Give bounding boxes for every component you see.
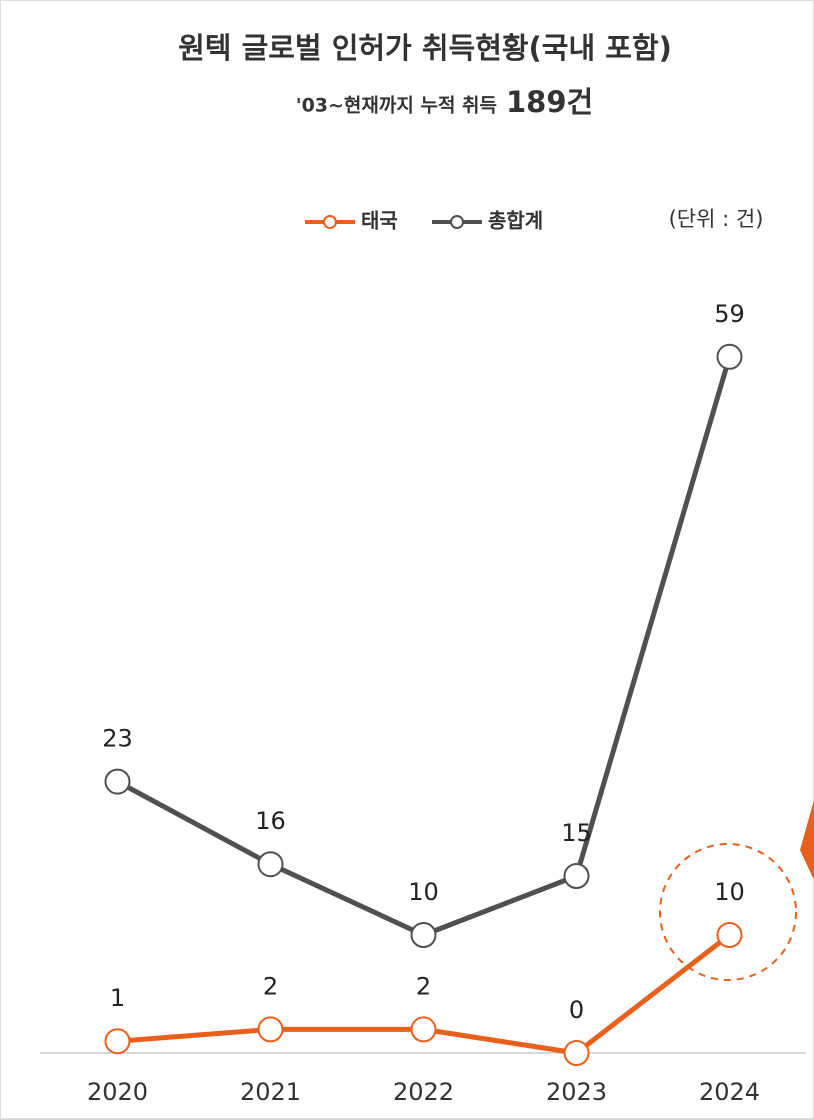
data-label: 0: [569, 996, 584, 1024]
x-tick-label: 2022: [393, 1078, 454, 1106]
legend-label: 태국: [361, 209, 398, 233]
point-marker: [563, 1040, 590, 1066]
x-tick-label: 2023: [546, 1078, 607, 1106]
x-tick-label: 2021: [240, 1078, 301, 1106]
data-label: 16: [255, 807, 286, 835]
data-label: 1: [110, 984, 125, 1012]
legend-marker: [450, 215, 464, 229]
x-tick-label: 2024: [699, 1078, 760, 1106]
series-line: [116, 356, 732, 938]
callout-arrow: [800, 800, 814, 880]
x-tick-label: 2020: [87, 1078, 148, 1106]
data-label: 2: [263, 972, 278, 1000]
highlight-circle: [659, 843, 797, 981]
data-label: 2: [416, 972, 431, 1000]
chart-title: 원텍 글로벌 인허가 취득현황(국내 포함): [178, 31, 672, 65]
point-marker: [410, 1016, 437, 1043]
unit-label: (단위 : 건): [669, 207, 764, 231]
subtitle-highlight: 189건: [506, 85, 593, 119]
chart-subtitle: '03~현재까지 누적 취득: [296, 95, 497, 117]
point-marker: [716, 343, 743, 370]
data-label: 10: [714, 878, 745, 906]
legend-label: 총합계: [488, 209, 543, 233]
legend-marker: [323, 215, 337, 229]
point-marker: [257, 1016, 284, 1043]
point-marker: [563, 863, 590, 889]
point-marker: [257, 851, 284, 878]
point-marker: [716, 922, 743, 948]
data-label: 15: [561, 819, 592, 847]
data-label: 59: [714, 300, 745, 328]
point-marker: [410, 922, 437, 948]
data-label: 23: [102, 725, 133, 753]
point-marker: [104, 1028, 131, 1055]
point-marker: [104, 768, 131, 795]
data-label: 10: [408, 878, 439, 906]
